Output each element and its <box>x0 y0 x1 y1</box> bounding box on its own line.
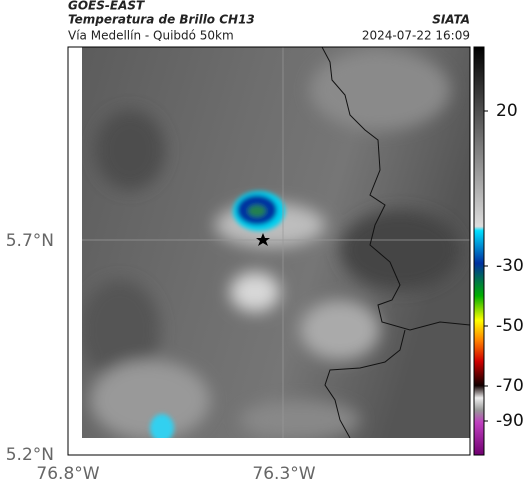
title: Temperatura de Brillo CH13 <box>68 13 255 27</box>
map-frame <box>67 46 471 456</box>
timestamp: 2024-07-22 16:09 <box>362 29 470 43</box>
lon-label: 76.3°W <box>252 464 315 484</box>
colorbar-label: -30 <box>496 256 524 276</box>
lat-label: 5.2°N <box>6 445 54 465</box>
owner: SIATA <box>432 13 470 27</box>
lat-label: 5.7°N <box>6 231 54 251</box>
colorbar-label: -50 <box>496 316 524 336</box>
colorbar-label: -90 <box>496 411 524 431</box>
colorbar-label: 20 <box>496 101 518 121</box>
source: GOES-EAST <box>68 0 145 13</box>
satellite-image <box>82 47 470 438</box>
colorbar <box>473 46 485 456</box>
lon-label: 76.8°W <box>36 464 99 484</box>
colorbar-label: -70 <box>496 376 524 396</box>
subtitle: Vía Medellín - Quibdó 50km <box>68 29 234 43</box>
